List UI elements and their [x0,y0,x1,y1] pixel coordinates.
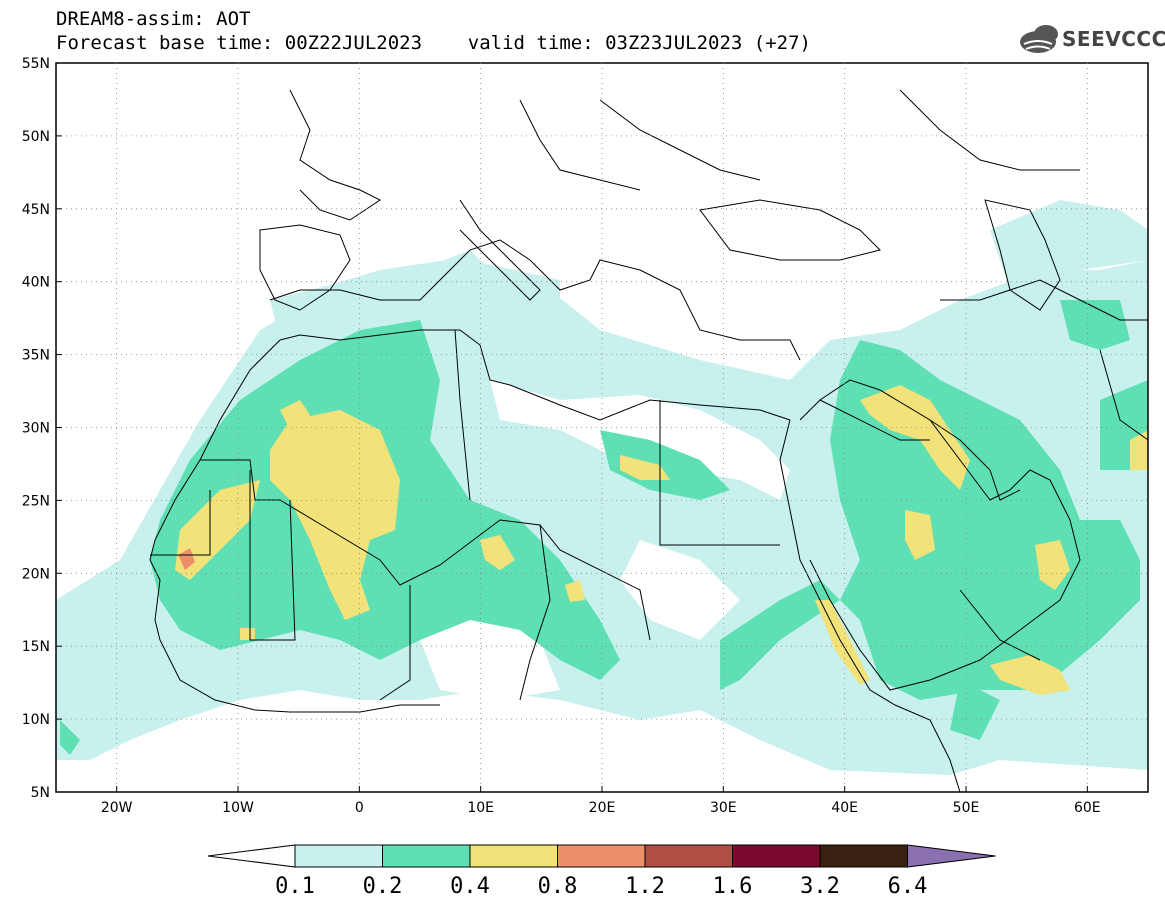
colorbar-label: 0.4 [450,874,490,899]
colorbar-label: 3.2 [800,874,840,899]
colorbar-label: 0.1 [275,874,315,899]
aot-colorbar: 0.1 0.2 0.4 0.8 1.2 1.6 3.2 6.4 [207,844,996,899]
lon-tick-label: 30E [710,800,737,816]
colorbar-label: 1.6 [713,874,753,899]
lat-tick-label: 55N [22,56,50,72]
lat-tick-label: 25N [22,493,50,509]
colorbar-over-triangle [907,844,996,868]
longitude-labels: 20W 10W 0 10E 20E 30E 40E 50E 60E [101,800,1101,816]
lat-tick-label: 5N [31,785,50,801]
lat-tick-label: 10N [22,712,50,728]
colorbar-swatch [819,844,908,868]
colorbar-label: 0.2 [363,874,403,899]
seevccc-logo: SEEVCCC [1062,27,1165,51]
lon-tick-label: 50E [953,800,980,816]
product-title: DREAM8-assim: AOT [56,8,251,30]
lon-tick-label: 20E [589,800,616,816]
colorbar-under-triangle [207,844,296,868]
lat-tick-label: 40N [22,275,50,291]
graticule [56,62,1148,793]
aot-band-0.8 [178,548,195,570]
colorbar-swatch [469,844,558,868]
lon-tick-label: 60E [1074,800,1101,816]
lon-tick-label: 20W [101,800,133,816]
forecast-time-line: Forecast base time: 00Z22JUL2023 valid t… [56,32,811,54]
colorbar-swatch [732,844,821,868]
lat-tick-label: 15N [22,639,50,655]
lon-tick-label: 10W [222,800,254,816]
aot-band-0.4 [175,385,1148,695]
colorbar-label: 6.4 [888,874,928,899]
lat-tick-label: 45N [22,202,50,218]
cloud-icon [1020,25,1058,53]
lat-tick-label: 30N [22,421,50,437]
colorbar-label: 1.2 [625,874,665,899]
lat-tick-label: 20N [22,566,50,582]
lon-tick-label: 0 [355,800,364,816]
lat-tick-label: 35N [22,348,50,364]
colorbar-swatch [294,844,383,868]
lon-tick-label: 40E [831,800,858,816]
colorbar-swatch [382,844,471,868]
colorbar-swatch [644,844,733,868]
colorbar-label: 0.8 [538,874,578,899]
lat-tick-label: 50N [22,129,50,145]
aot-field [56,89,1148,792]
lon-tick-label: 10E [467,800,494,816]
coastlines [149,89,1148,792]
colorbar-swatch [557,844,646,868]
latitude-labels: 55N 50N 45N 40N 35N 30N 25N 20N 15N 10N 5N [22,56,50,801]
